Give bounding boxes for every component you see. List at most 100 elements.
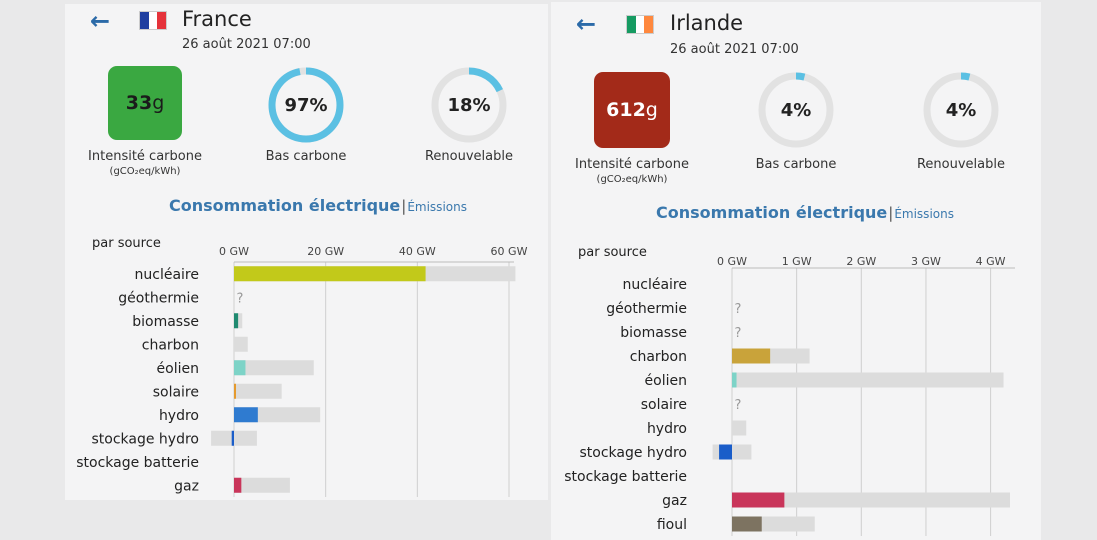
production-bar [234,407,258,423]
source-label: stockage batterie [564,469,687,485]
unknown-value-mark: ? [237,291,244,306]
source-label: gaz [662,493,687,509]
carbon-intensity-unit-label: (gCO₂eq/kWh) [109,166,181,177]
low-carbon-gauge: 4% [757,71,835,149]
section-title: Consommation électrique|Émissions [169,196,467,215]
low-carbon-value: 4% [780,99,812,121]
gauge-fill [923,72,999,148]
source-label: fioul [657,517,687,533]
low-carbon-label: Bas carbone [755,157,837,172]
capacity-bar [732,372,1004,388]
low-carbon-value: 97% [284,94,328,116]
unknown-value-mark: ? [735,398,742,413]
carbon-intensity-badge: 612 g [594,72,670,148]
capacity-bar [234,383,282,399]
production-bar [234,313,239,329]
consumption-tab[interactable]: Consommation électrique [169,196,401,215]
carbon-intensity-label: Intensité carbone [575,157,689,172]
flag-stripe [635,16,645,33]
source-label: nucléaire [623,277,687,293]
capacity-bar [234,360,314,376]
timestamp: 26 août 2021 07:00 [670,42,799,57]
carbon-intensity-unit: g [152,92,165,114]
production-bar [234,383,236,399]
tab-separator: | [888,204,894,222]
low-carbon-label: Bas carbone [265,149,347,164]
axis-tick-label: 2 GW [846,255,876,268]
source-label: hydro [647,421,687,437]
source-label: solaire [641,397,687,413]
renewable-gauge: 4% [922,71,1000,149]
flag-stripe [140,12,149,29]
source-label: éolien [645,373,687,389]
flag-ireland-icon [627,16,654,33]
axis-tick-label: 40 GW [399,245,436,258]
source-label: éolien [157,361,199,377]
zone-panel-ireland: ← Irlande 26 août 2021 07:00 612 g Intens… [551,2,1041,540]
source-label: charbon [630,349,687,365]
source-label: charbon [142,337,199,353]
tab-separator: | [401,197,407,215]
zone-panel-france: ← France 26 août 2021 07:00 33 g Intensit… [65,4,548,500]
source-label: stockage hydro [92,431,200,447]
emissions-tab[interactable]: Émissions [894,207,954,221]
timestamp: 26 août 2021 07:00 [182,37,311,52]
consumption-chart-france: 0 GW 20 GW 40 GW 60 GW nucléaire géothermie ? b… [76,245,528,497]
axis-tick-label: 0 GW [219,245,249,258]
back-arrow-icon[interactable]: ← [576,10,597,38]
source-label: biomasse [620,325,687,341]
source-label: stockage hydro [580,445,688,461]
axis-tick-label: 60 GW [491,245,528,258]
carbon-intensity-unit-label: (gCO₂eq/kWh) [596,174,668,185]
renewable-gauge-ring [923,72,999,148]
consumption-tab[interactable]: Consommation électrique [656,203,888,222]
axis-tick-label: 20 GW [307,245,344,258]
country-name: France [182,7,252,31]
source-label: hydro [159,408,199,424]
production-bar [231,430,234,446]
capacity-bar [234,336,248,352]
capacity-bar [732,492,1010,508]
source-label: solaire [153,384,199,400]
flag-stripe [157,12,167,29]
production-bar [234,477,242,493]
production-bar [732,372,737,388]
flag-stripe [644,16,654,33]
production-bar [732,516,762,532]
source-label: gaz [174,478,199,494]
low-carbon-gauge: 97% [267,66,345,144]
axis-tick-label: 0 GW [717,255,747,268]
emissions-tab[interactable]: Émissions [407,200,467,214]
carbon-intensity-value: 612 [606,99,646,121]
capacity-bar [732,420,747,436]
flag-stripe [627,16,636,33]
production-bar [719,444,732,460]
production-bar [732,348,771,364]
axis-tick-label: 4 GW [976,255,1006,268]
gauge-fill [268,67,344,143]
unknown-value-mark: ? [735,302,742,317]
flag-france-icon [140,12,167,29]
flag-stripe [148,12,158,29]
back-arrow-icon[interactable]: ← [90,7,111,35]
source-label: biomasse [132,314,199,330]
axis-tick-label: 3 GW [911,255,941,268]
source-label: géothermie [606,301,687,317]
section-title: Consommation électrique|Émissions [656,203,954,222]
production-bar [234,360,246,376]
renewable-label: Renouvelable [916,157,1005,172]
gauge-fill [758,72,834,148]
gauge-fill [431,67,507,143]
axis-tick-label: 1 GW [782,255,812,268]
source-label: géothermie [118,290,199,306]
low-carbon-gauge-ring [758,72,834,148]
production-bar [732,492,785,508]
carbon-intensity-unit: g [645,99,658,121]
par-source-label: par source [578,245,647,260]
renewable-value: 4% [945,99,977,121]
capacity-bar [234,477,290,493]
carbon-intensity-value: 33 [125,92,153,114]
renewable-gauge: 18% [430,66,508,144]
source-label: stockage batterie [76,455,199,471]
renewable-label: Renouvelable [424,149,513,164]
